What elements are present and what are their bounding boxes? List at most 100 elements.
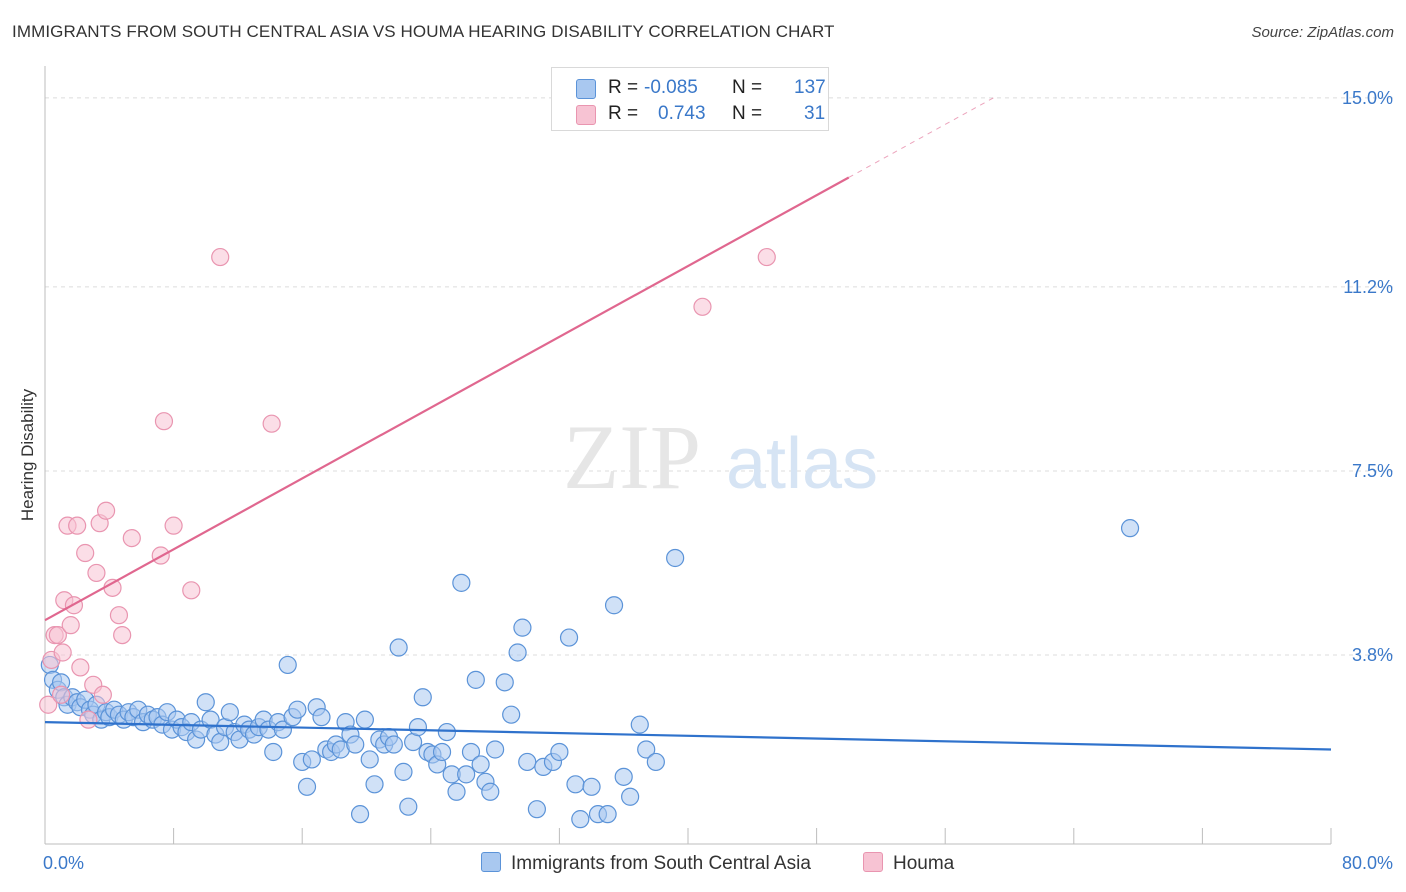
- blue-point: [346, 735, 365, 754]
- blue-point: [408, 718, 428, 737]
- blue-point: [513, 618, 532, 637]
- blue-point: [666, 548, 685, 568]
- blue-point: [389, 638, 408, 657]
- watermark: ZIP atlas: [563, 406, 878, 508]
- bottom-legend-pink: Houma: [863, 852, 954, 875]
- blue-point: [447, 782, 466, 801]
- pink-point: [693, 297, 712, 316]
- blue-point: [471, 755, 490, 774]
- blue-point: [466, 670, 485, 689]
- legend-r-value: 0.743: [658, 103, 706, 124]
- pink-point: [164, 516, 183, 535]
- pink-point: [39, 695, 58, 714]
- blue-point: [566, 775, 585, 794]
- source-label: Source: ZipAtlas.com: [1251, 24, 1394, 41]
- legend-r-label: R =: [608, 77, 639, 98]
- blue-point: [630, 715, 649, 734]
- watermark-atlas: atlas: [726, 424, 878, 504]
- blue-point: [264, 742, 283, 762]
- pink-point: [68, 516, 87, 535]
- blue-point: [614, 767, 633, 786]
- bottom-legend-label-pink: Houma: [893, 853, 955, 874]
- pink-point: [53, 643, 72, 662]
- trend-lines: [44, 97, 1332, 751]
- blue-point: [495, 673, 514, 692]
- blue-point: [384, 735, 403, 754]
- blue-point: [508, 643, 527, 662]
- pink-point: [93, 685, 112, 704]
- gridlines: [45, 97, 1395, 656]
- blue-point: [550, 742, 569, 762]
- legend-swatch-pink: [576, 105, 596, 125]
- blue-point: [527, 800, 546, 819]
- pink-point: [757, 247, 776, 267]
- data-points: [39, 247, 1140, 829]
- pink-point: [154, 412, 174, 431]
- blue-point: [278, 655, 297, 675]
- blue-point: [302, 750, 321, 769]
- legend-r-value: -0.085: [644, 77, 698, 98]
- blue-point: [598, 805, 617, 824]
- pink-point: [96, 501, 116, 520]
- blue-point: [571, 810, 590, 829]
- blue-point: [437, 722, 456, 742]
- blue-point: [413, 688, 432, 707]
- pink-point: [262, 414, 281, 433]
- blue-point: [399, 797, 418, 816]
- legend-r-label: R =: [608, 103, 639, 124]
- blue-point: [621, 787, 640, 806]
- legend-n-value: 137: [794, 77, 826, 98]
- x-tick-label: 0.0%: [43, 853, 84, 873]
- legend-n-label: N =: [732, 103, 763, 124]
- blue-point: [355, 710, 374, 729]
- blue-trend-line: [44, 721, 1332, 751]
- pink-point: [61, 616, 80, 635]
- blue-point: [502, 705, 521, 724]
- blue-point: [297, 777, 317, 796]
- pink-point: [76, 543, 95, 563]
- blue-point: [273, 720, 293, 739]
- pink-point: [122, 528, 141, 548]
- y-tick-label: 11.2%: [1343, 277, 1393, 297]
- y-tick-label: 3.8%: [1352, 645, 1393, 665]
- chart-title: IMMIGRANTS FROM SOUTH CENTRAL ASIA VS HO…: [12, 22, 835, 41]
- blue-point: [481, 782, 500, 801]
- x-tick-label: 80.0%: [1342, 853, 1393, 873]
- bottom-legend-label-blue: Immigrants from South Central Asia: [511, 853, 811, 874]
- blue-point: [220, 703, 239, 722]
- bottom-legend-swatch-pink: [863, 852, 883, 872]
- blue-point: [288, 700, 307, 719]
- blue-point: [1120, 519, 1140, 538]
- blue-point: [518, 752, 537, 772]
- pink-trend-extension: [848, 97, 994, 178]
- blue-point: [486, 740, 505, 759]
- bottom-legend-blue: Immigrants from South Central Asia: [481, 852, 811, 875]
- blue-point: [582, 777, 601, 796]
- tick-labels: 3.8% 7.5% 11.2% 15.0% 0.0% 80.0%: [43, 88, 1393, 873]
- blue-point: [637, 740, 656, 759]
- legend-n-label: N =: [732, 77, 763, 98]
- pink-point: [113, 625, 132, 645]
- blue-point: [604, 596, 624, 615]
- bottom-legend-swatch-blue: [481, 852, 501, 872]
- pink-point: [51, 685, 71, 704]
- pink-trend-line: [44, 176, 850, 622]
- legend-swatch-blue: [576, 79, 596, 99]
- blue-point: [457, 765, 476, 784]
- blue-point: [196, 693, 215, 712]
- legend-n-value: 31: [804, 103, 826, 124]
- y-axis-label: Hearing Disability: [18, 388, 37, 522]
- pink-point: [79, 710, 98, 729]
- pink-point: [48, 625, 67, 645]
- watermark-zip: ZIP: [563, 406, 701, 508]
- blue-point: [312, 708, 331, 727]
- y-tick-label: 7.5%: [1352, 461, 1393, 481]
- pink-point: [71, 658, 90, 677]
- blue-point: [394, 762, 413, 781]
- axes: [44, 66, 1332, 845]
- blue-point: [350, 805, 370, 824]
- pink-point: [182, 581, 201, 600]
- correlation-legend: R = -0.085 N = 137 R = 0.743 N = 31: [551, 67, 829, 131]
- blue-point: [452, 573, 471, 592]
